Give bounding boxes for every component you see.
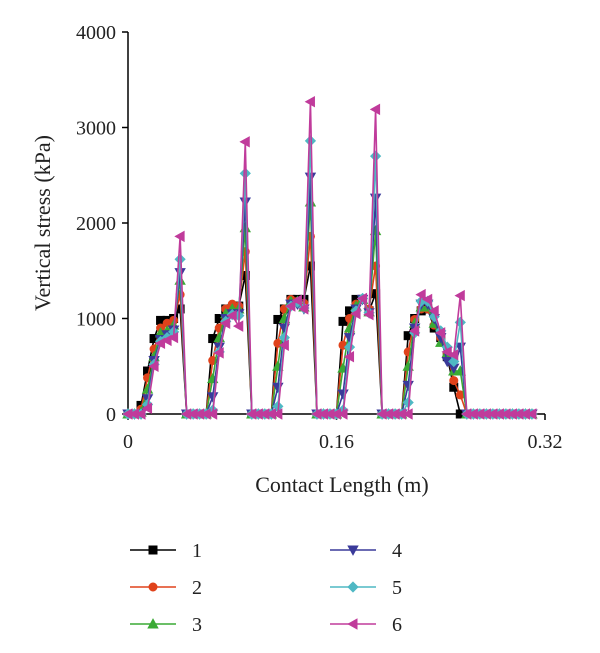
data-point (291, 294, 302, 307)
data-point (421, 293, 433, 306)
data-point (206, 408, 218, 420)
data-point (148, 360, 159, 372)
legend-label: 6 (392, 614, 402, 636)
y-ticks: 0 1000 2000 3000 4000 (76, 22, 128, 426)
data-point (350, 308, 361, 320)
x-tick-label: 0.32 (528, 431, 563, 453)
legend-swatch-marker (148, 582, 158, 592)
data-point (304, 135, 317, 147)
series-line-1 (128, 265, 532, 415)
data-point (447, 349, 459, 361)
data-point (174, 253, 186, 265)
data-point (408, 325, 420, 337)
legend-item: 4 (330, 540, 402, 562)
data-point (174, 230, 185, 243)
data-point (285, 300, 296, 312)
x-axis-title: Contact Length (m) (255, 472, 429, 497)
legend-swatch-marker (347, 545, 359, 556)
series-line-6 (128, 100, 532, 415)
series-line-5 (128, 140, 532, 415)
legend-item: 1 (130, 540, 202, 562)
legend: 1 2 3 4 5 6 (130, 540, 402, 636)
data-point (298, 303, 309, 315)
data-point (369, 150, 382, 162)
y-tick-label: 3000 (76, 118, 116, 140)
legend-item: 2 (130, 577, 202, 599)
legend-item: 6 (330, 614, 402, 636)
data-point (226, 309, 237, 322)
data-point (304, 96, 315, 108)
legend-label: 3 (192, 614, 202, 636)
y-tick-label: 1000 (76, 309, 116, 331)
legend-swatch-marker (347, 618, 358, 630)
legend-item: 3 (130, 614, 202, 636)
axes (127, 32, 545, 415)
data-point (219, 317, 231, 329)
y-tick-label: 0 (106, 404, 116, 426)
data-point (526, 408, 537, 420)
data-point (434, 327, 446, 339)
data-point (135, 408, 146, 420)
data-point (428, 305, 439, 317)
y-tick-label: 2000 (76, 213, 116, 235)
data-point (356, 292, 368, 305)
data-point (337, 408, 348, 420)
data-point (454, 289, 465, 302)
y-tick-label: 4000 (76, 22, 116, 44)
data-point (402, 408, 413, 420)
data-point (415, 288, 426, 301)
data-point (343, 350, 355, 363)
y-axis-title: Vertical stress (kPa) (30, 135, 55, 311)
legend-swatch-marker (148, 545, 158, 555)
data-point (239, 136, 250, 148)
x-ticks: 0 0.16 0.32 (123, 414, 563, 453)
legend-label: 2 (192, 577, 202, 599)
x-tick-label: 0 (123, 431, 133, 453)
data-point (363, 308, 374, 321)
series-6 (122, 96, 537, 420)
series-line-2 (128, 235, 532, 415)
data-point (167, 331, 179, 344)
series-line-4 (128, 176, 532, 415)
x-tick-label: 0.16 (319, 431, 354, 453)
data-point (369, 103, 381, 116)
data-point (272, 408, 283, 420)
legend-swatch-marker (147, 618, 159, 629)
data-point (141, 402, 153, 414)
series-line-3 (128, 201, 532, 415)
legend-label: 5 (392, 577, 402, 599)
data-point (449, 376, 459, 386)
legend-swatch-marker (347, 581, 359, 593)
data-point (213, 347, 224, 359)
legend-label: 1 (192, 540, 202, 562)
data-point (278, 339, 289, 351)
series-layer (122, 96, 538, 420)
data-point (232, 320, 244, 332)
legend-item: 5 (330, 577, 402, 599)
legend-label: 4 (392, 540, 402, 562)
